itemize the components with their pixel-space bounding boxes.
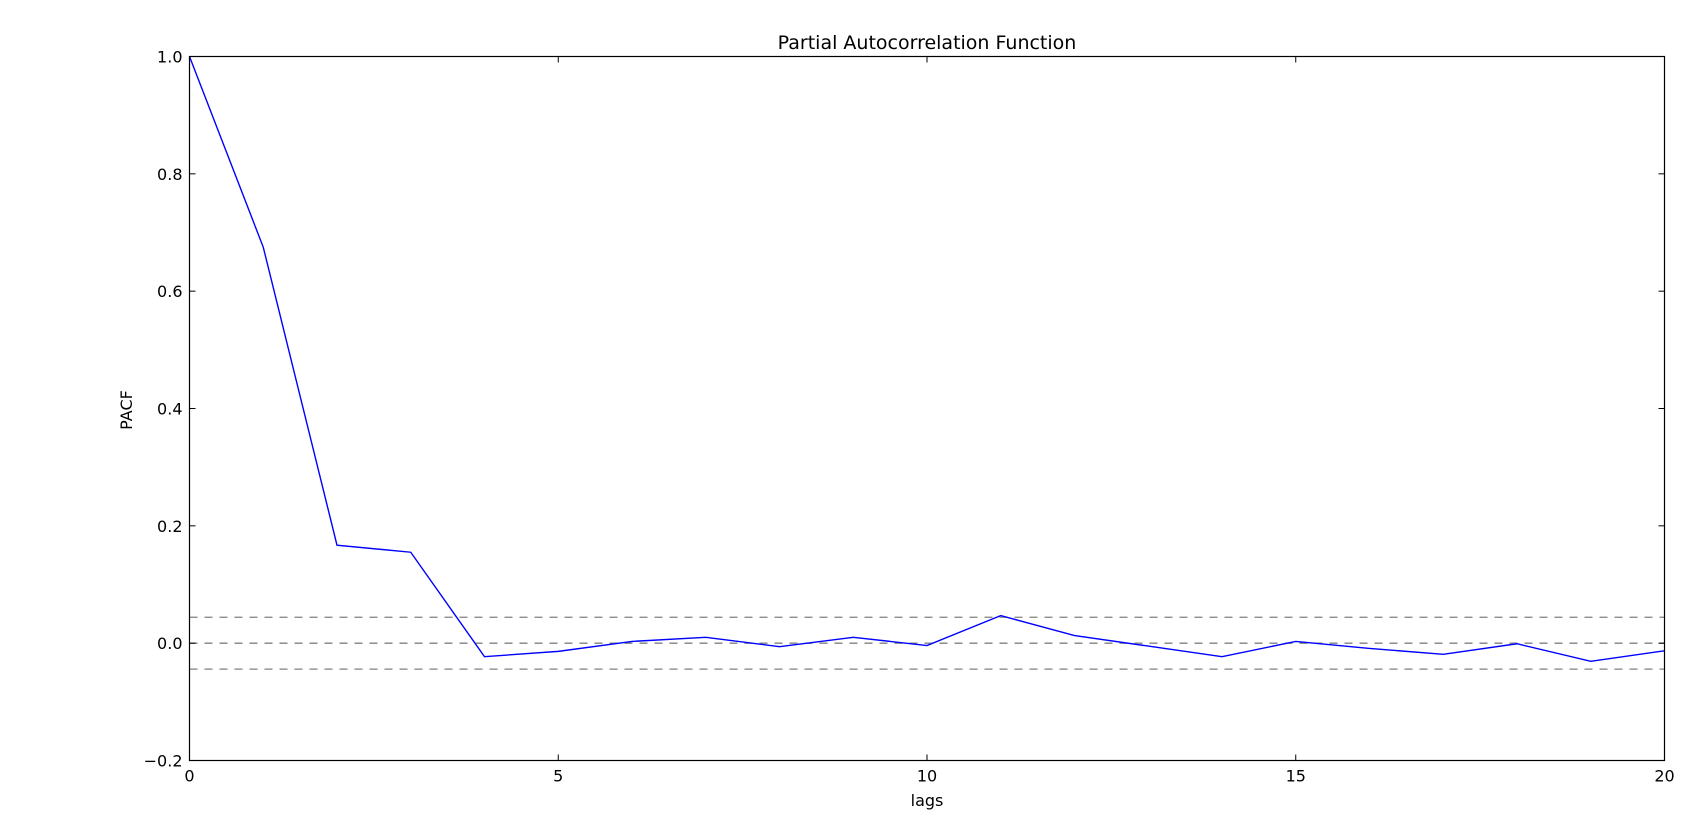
- y-tick-label-2: 0.2: [157, 517, 182, 536]
- x-tick-label-20: 20: [1654, 767, 1674, 786]
- plot-frame: [188, 55, 1666, 762]
- y-tick-label-6: 1.0: [157, 48, 182, 67]
- x-tick-label-15: 15: [1286, 767, 1306, 786]
- y-tick-label-1: 0.0: [157, 634, 182, 653]
- y-tick-label-3: 0.4: [157, 400, 182, 419]
- y-tick-label-5: 0.8: [157, 165, 182, 184]
- x-tick-label-0: 0: [184, 767, 194, 786]
- chart-title: Partial Autocorrelation Function: [778, 32, 1077, 54]
- x-tick-label-5: 5: [553, 767, 563, 786]
- x-tick-label-10: 10: [917, 767, 937, 786]
- y-axis-title: PACF: [117, 390, 136, 430]
- y-tick-label-4: 0.6: [157, 282, 182, 301]
- ticks-layer: 0 5 10 15 20 −0.2 0.0 0.2 0.4 0.6 0.8 1.0: [144, 48, 1675, 786]
- series-layer: [188, 56, 1665, 663]
- series-line-0: [188, 56, 1665, 663]
- reference-lines: [189, 616, 1665, 670]
- y-tick-label-0: −0.2: [144, 752, 183, 771]
- x-axis-title: lags: [911, 791, 944, 810]
